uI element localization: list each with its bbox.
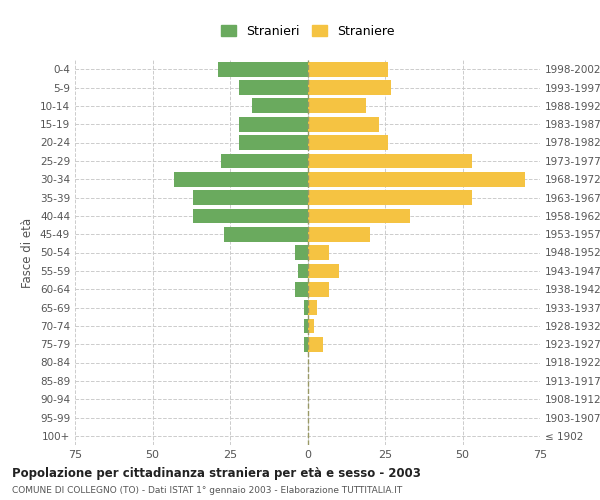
Bar xyxy=(308,245,329,260)
Bar xyxy=(308,318,314,333)
Bar xyxy=(252,98,308,113)
Bar xyxy=(308,80,391,95)
Bar xyxy=(308,117,379,132)
Bar xyxy=(308,227,370,242)
Text: Popolazione per cittadinanza straniera per età e sesso - 2003: Popolazione per cittadinanza straniera p… xyxy=(12,467,421,480)
Bar xyxy=(193,208,308,223)
Bar xyxy=(218,62,308,76)
Bar xyxy=(308,62,388,76)
Bar xyxy=(239,80,308,95)
Bar xyxy=(308,135,388,150)
Bar xyxy=(304,337,308,351)
Bar xyxy=(308,98,367,113)
Bar xyxy=(239,135,308,150)
Bar xyxy=(308,282,329,296)
Bar xyxy=(295,282,308,296)
Bar xyxy=(174,172,308,186)
Legend: Stranieri, Straniere: Stranieri, Straniere xyxy=(216,20,399,43)
Text: COMUNE DI COLLEGNO (TO) - Dati ISTAT 1° gennaio 2003 - Elaborazione TUTTITALIA.I: COMUNE DI COLLEGNO (TO) - Dati ISTAT 1° … xyxy=(12,486,402,495)
Bar xyxy=(308,208,410,223)
Bar xyxy=(304,300,308,315)
Bar xyxy=(193,190,308,205)
Bar xyxy=(221,154,308,168)
Bar xyxy=(308,264,338,278)
Bar xyxy=(308,154,472,168)
Bar xyxy=(298,264,308,278)
Y-axis label: Fasce di età: Fasce di età xyxy=(22,218,34,288)
Bar xyxy=(308,172,524,186)
Bar xyxy=(308,337,323,351)
Bar xyxy=(308,190,472,205)
Bar xyxy=(295,245,308,260)
Bar xyxy=(224,227,308,242)
Bar xyxy=(239,117,308,132)
Bar xyxy=(304,318,308,333)
Bar xyxy=(308,300,317,315)
